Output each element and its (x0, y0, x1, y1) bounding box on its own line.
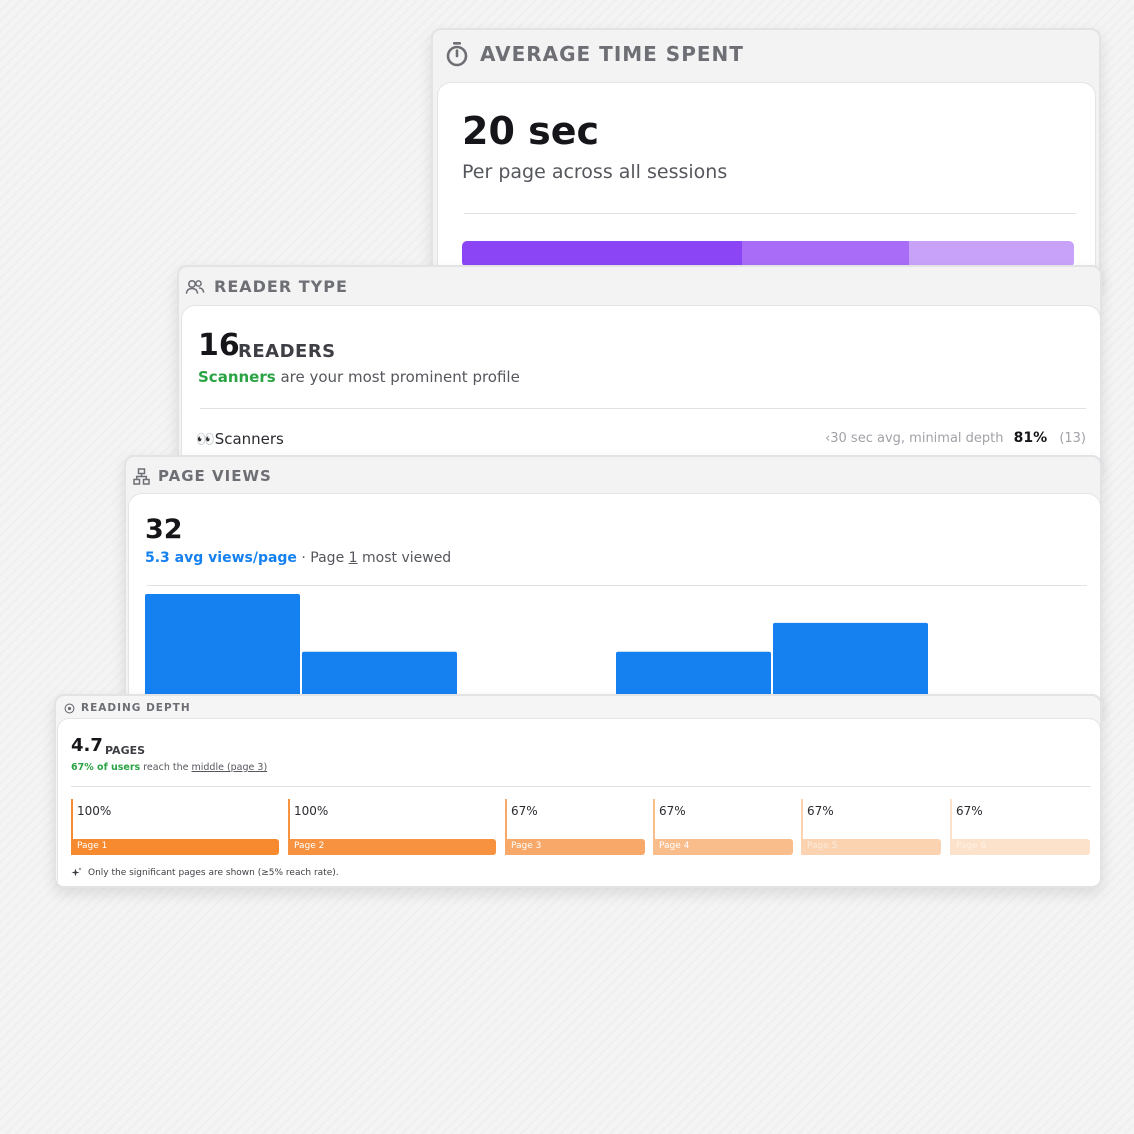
depth-page-percent: 67% (659, 804, 686, 818)
depth-page-marker (801, 799, 803, 855)
depth-page-column: 67% Page 5 (801, 799, 942, 855)
middle-page-link[interactable]: middle (page 3) (191, 762, 268, 773)
depth-page-label: Page 1 (77, 841, 108, 851)
depth-page-label: Page 5 (807, 841, 838, 851)
average-time-title: AVERAGE TIME SPENT (480, 42, 744, 66)
reader-count: 16 (198, 328, 240, 363)
divider (71, 786, 1091, 787)
time-bar-segment (742, 241, 910, 267)
page-views-sep: · Page (296, 550, 349, 566)
depth-page-column: 100% Page 1 (71, 799, 279, 855)
average-time-subtitle: Per page across all sessions (462, 161, 728, 183)
time-bar-segment (909, 241, 1074, 267)
average-time-body: 20 sec Per page across all sessions (437, 82, 1096, 286)
depth-page-bar[interactable]: Page 2 (288, 839, 496, 855)
page-views-bar[interactable] (773, 622, 928, 715)
reading-depth-body: 4.7 PAGES 67% of users reach the middle … (57, 718, 1100, 886)
eye-icon (64, 703, 75, 713)
depth-page-marker (653, 799, 655, 855)
sparkle-icon (71, 867, 82, 877)
depth-page-marker (288, 799, 290, 855)
average-time-card: AVERAGE TIME SPENT 20 sec Per page acros… (431, 28, 1101, 288)
depth-page-label: Page 4 (659, 841, 690, 851)
depth-page-percent: 67% (511, 804, 538, 818)
depth-page-percent: 100% (77, 804, 112, 818)
users-icon (185, 279, 205, 294)
most-viewed-page-link[interactable]: 1 (348, 550, 358, 566)
depth-page-bar[interactable]: Page 6 (950, 839, 1091, 855)
reading-depth-footnote: Only the significant pages are shown (≥5… (71, 867, 339, 878)
prominent-profile: Scanners (198, 368, 276, 386)
reader-type-card: READER TYPE 16 READERS Scanners are your… (177, 265, 1102, 470)
page-views-header: PAGE VIEWS (133, 467, 272, 485)
divider (147, 585, 1087, 586)
page-views-count: 32 (145, 514, 183, 545)
page-views-suffix: most viewed (357, 550, 452, 566)
reading-depth-unit: PAGES (105, 744, 146, 757)
depth-page-bar[interactable]: Page 1 (71, 839, 279, 855)
reader-type-subtitle-text: are your most prominent profile (275, 368, 520, 386)
reader-type-body: 16 READERS Scanners are your most promin… (181, 305, 1100, 468)
reading-depth-columns: 100% Page 1 100% Page 2 67% Page 3 67% Page 4 67… (71, 799, 1091, 855)
depth-page-column: 67% Page 6 (950, 799, 1091, 855)
reader-type-title: READER TYPE (214, 277, 348, 296)
reader-profile-label: Scanners (214, 430, 284, 448)
page-views-subtitle: 5.3 avg views/page · Page 1 most viewed (145, 550, 451, 566)
reading-depth-footnote-text: Only the significant pages are shown (≥5… (88, 867, 339, 878)
reader-profile-percent: 81% (1013, 430, 1048, 446)
depth-page-marker (71, 799, 73, 855)
divider (200, 408, 1086, 409)
eyes-icon: 👀 (196, 430, 215, 448)
page-views-title: PAGE VIEWS (158, 467, 272, 485)
sitemap-icon (133, 467, 150, 485)
depth-page-label: Page 2 (294, 841, 325, 851)
time-distribution-bar (462, 241, 1074, 267)
reading-depth-sub-text: reach the (140, 762, 192, 773)
reach-percentage: 67% of users (71, 762, 141, 773)
depth-page-marker (950, 799, 952, 855)
depth-page-column: 67% Page 3 (505, 799, 646, 855)
reader-profile-row: 👀Scanners ‹30 sec avg, minimal depth 81%… (196, 430, 1086, 448)
depth-page-label: Page 3 (511, 841, 542, 851)
reader-profile-detail: ‹30 sec avg, minimal depth (825, 431, 1004, 446)
reading-depth-card: READING DEPTH 4.7 PAGES 67% of users rea… (54, 694, 1102, 888)
page-views-card: PAGE VIEWS 32 5.3 avg views/page · Page … (124, 455, 1102, 715)
depth-page-label: Page 6 (956, 841, 987, 851)
average-time-header: AVERAGE TIME SPENT (445, 41, 744, 67)
reading-depth-title: READING DEPTH (81, 702, 191, 714)
reader-type-subtitle: Scanners are your most prominent profile (198, 368, 520, 386)
depth-page-column: 67% Page 4 (653, 799, 794, 855)
depth-page-bar[interactable]: Page 3 (505, 839, 646, 855)
reading-depth-count: 4.7 (71, 735, 103, 756)
depth-page-percent: 100% (294, 804, 329, 818)
depth-page-percent: 67% (956, 804, 983, 818)
depth-page-bar[interactable]: Page 5 (801, 839, 942, 855)
reading-depth-subtitle: 67% of users reach the middle (page 3) (71, 762, 267, 773)
divider (464, 213, 1076, 214)
page-views-bar[interactable] (145, 594, 300, 715)
reader-type-header: READER TYPE (185, 277, 348, 296)
stopwatch-icon (446, 42, 468, 67)
avg-views-per-page: 5.3 avg views/page (145, 550, 297, 566)
reader-profile-count: (13) (1059, 431, 1086, 446)
time-bar-segment (462, 241, 743, 267)
reading-depth-header: READING DEPTH (64, 702, 191, 714)
depth-page-column: 100% Page 2 (288, 799, 496, 855)
depth-page-percent: 67% (807, 804, 834, 818)
depth-page-bar[interactable]: Page 4 (653, 839, 794, 855)
page-views-body: 32 5.3 avg views/page · Page 1 most view… (128, 493, 1100, 715)
depth-page-marker (505, 799, 507, 855)
average-time-value: 20 sec (462, 109, 600, 153)
reader-unit: READERS (238, 341, 336, 362)
